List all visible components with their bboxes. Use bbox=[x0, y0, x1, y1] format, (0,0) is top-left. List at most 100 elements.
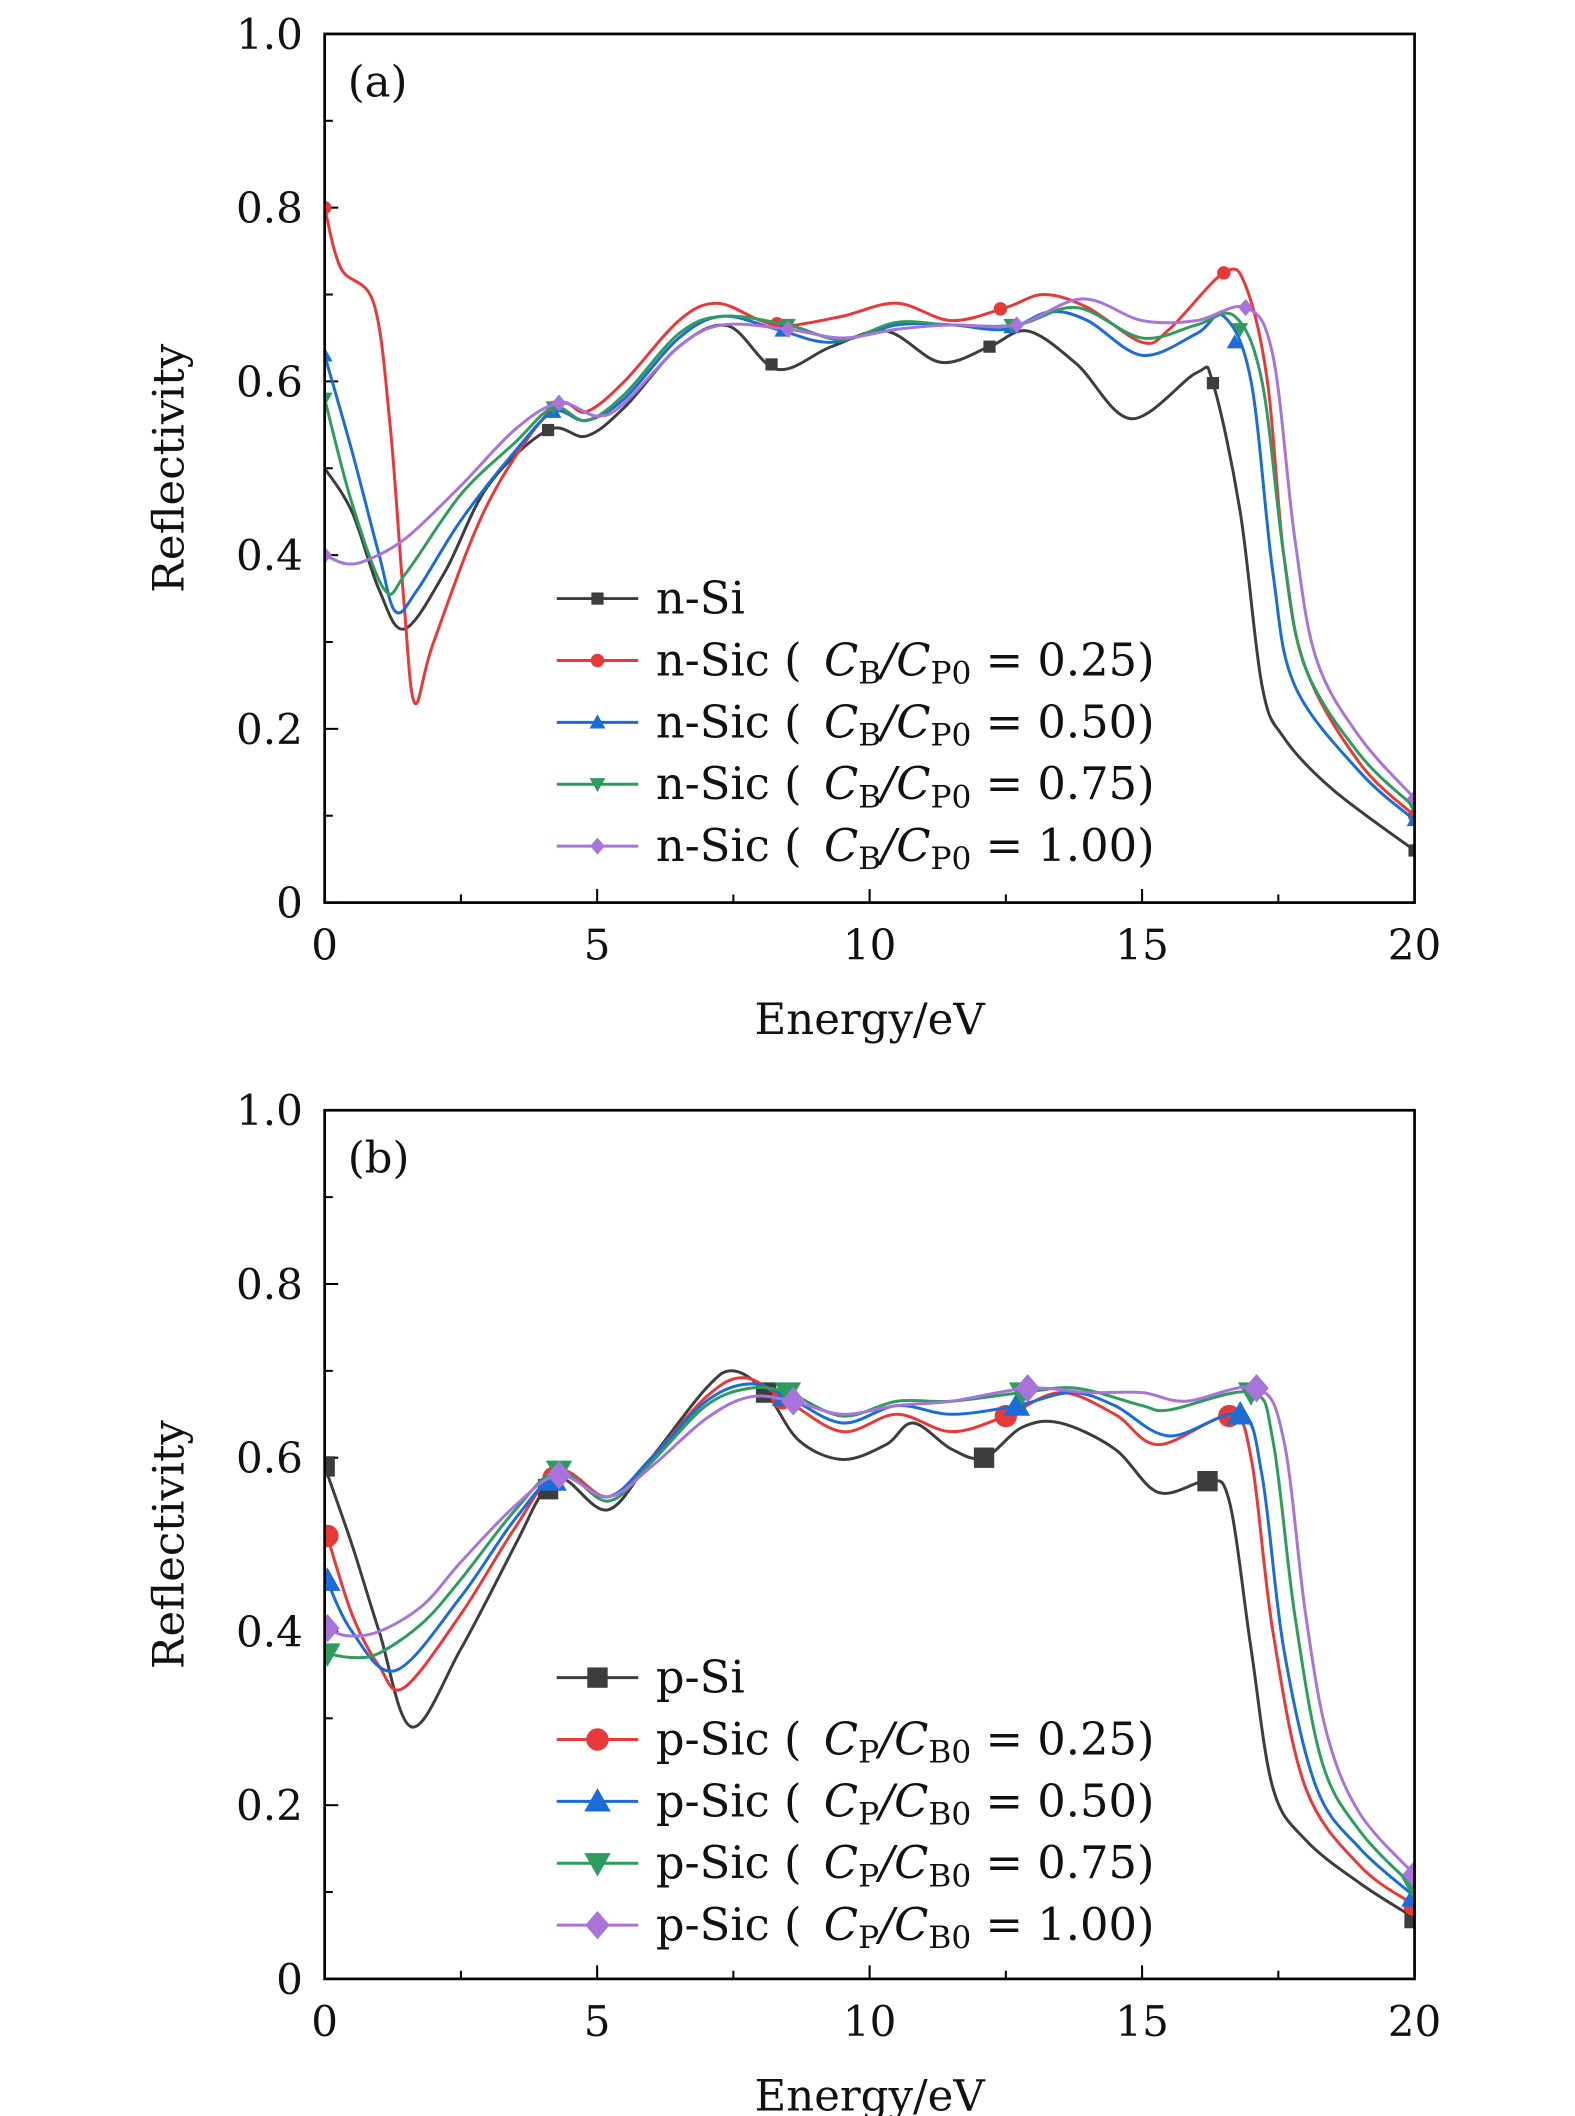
y-tick-label: 0.4 bbox=[236, 1607, 303, 1656]
legend-text-part: B0 bbox=[928, 1735, 971, 1771]
legend-marker bbox=[589, 714, 606, 729]
series-line bbox=[324, 1385, 1415, 1876]
x-tick-label: 10 bbox=[843, 1997, 897, 2046]
x-axis-label: Energy/eV bbox=[755, 995, 986, 1045]
legend-text-part: C bbox=[810, 1836, 859, 1889]
legend-text-part: P bbox=[858, 1920, 879, 1956]
legend-text-part: 0.75) bbox=[1037, 1836, 1154, 1889]
legend-text-part: 0.50) bbox=[1037, 1774, 1154, 1827]
data-point-marker bbox=[1217, 266, 1231, 280]
data-point-marker bbox=[324, 546, 332, 564]
legend-text-part: P0 bbox=[931, 779, 972, 815]
data-point-marker bbox=[973, 1447, 995, 1468]
x-tick-label: 0 bbox=[311, 1997, 338, 2046]
legend-text-part: C bbox=[810, 1712, 859, 1765]
legend-entry: p-Sic ( CP/CB0 = 0.50) bbox=[556, 1774, 1154, 1832]
data-point-marker bbox=[324, 1456, 335, 1477]
legend-text-part: /C bbox=[875, 1712, 928, 1765]
legend-text-part: B0 bbox=[928, 1858, 971, 1894]
data-point-marker bbox=[1244, 1373, 1269, 1403]
data-point-marker bbox=[1226, 1401, 1254, 1425]
data-point-marker bbox=[1009, 316, 1025, 334]
y-axis-label: Reflectivity bbox=[145, 1420, 195, 1670]
legend-label: p-Sic ( CP/CB0 = 0.25) bbox=[656, 1712, 1155, 1770]
data-point-marker bbox=[1197, 1470, 1218, 1492]
legend-text-part: C bbox=[810, 819, 859, 872]
x-tick-label: 15 bbox=[1115, 921, 1169, 970]
legend-entry: n-Sic ( CB/CP0 = 0.50) bbox=[556, 695, 1155, 753]
data-point-marker bbox=[324, 1567, 341, 1591]
series-line bbox=[324, 323, 1415, 852]
legend-text-part: p-Si bbox=[656, 1651, 745, 1704]
data-point-marker bbox=[1402, 1860, 1415, 1889]
legend-label: p-Sic ( CP/CB0 = 0.75) bbox=[656, 1836, 1155, 1894]
y-tick-label: 0.8 bbox=[236, 1260, 303, 1309]
legend-text-part: /C bbox=[875, 1836, 928, 1889]
legend-marker bbox=[589, 778, 606, 793]
legend-label: n-Sic ( CB/CP0 = 0.50) bbox=[656, 695, 1155, 753]
legend-text-part: 0.25) bbox=[1037, 633, 1154, 686]
legend-entry: p-Sic ( CP/CB0 = 0.25) bbox=[556, 1712, 1155, 1771]
legend-text-part: 1.00) bbox=[1037, 819, 1154, 872]
legend-text-part: p-Sic ( bbox=[656, 1712, 802, 1765]
series-line bbox=[324, 297, 1415, 800]
legend-label: p-Si bbox=[656, 1651, 745, 1704]
legend-text-part: /C bbox=[877, 633, 930, 686]
legend-text-part: /C bbox=[877, 757, 930, 810]
y-tick-label: 0.8 bbox=[236, 184, 303, 233]
data-point-marker bbox=[1015, 1373, 1040, 1403]
data-point-marker bbox=[1232, 323, 1249, 338]
x-tick-label: 15 bbox=[1115, 1997, 1169, 2046]
legend-text-part: p-Sic ( bbox=[656, 1836, 802, 1889]
data-point-marker bbox=[1406, 812, 1415, 827]
x-tick-label: 0 bbox=[311, 921, 338, 970]
data-point-marker bbox=[1226, 334, 1243, 349]
data-point-marker bbox=[324, 1643, 341, 1667]
legend-text-part: n-Sic ( bbox=[656, 757, 802, 810]
legend-text-part: B bbox=[858, 717, 881, 753]
legend-entry: p-Sic ( CP/CB0 = 1.00) bbox=[556, 1898, 1154, 1956]
x-axis-label: Energy/eV bbox=[755, 2072, 986, 2116]
plot-frame bbox=[323, 1108, 1416, 1981]
y-tick-label: 0.6 bbox=[236, 1434, 303, 1483]
data-point-marker bbox=[541, 423, 555, 437]
data-point-marker bbox=[324, 392, 333, 407]
legend-text-part: P0 bbox=[931, 717, 972, 753]
data-point-marker bbox=[781, 1387, 806, 1416]
data-point-marker bbox=[983, 340, 996, 353]
y-tick-label: 0.6 bbox=[236, 357, 303, 406]
legend-marker bbox=[584, 1788, 611, 1812]
legend-text-part: n-Sic ( bbox=[656, 633, 802, 686]
y-tick-label: 0.4 bbox=[236, 531, 303, 580]
series-line bbox=[324, 1385, 1415, 1889]
data-point-marker bbox=[1003, 1392, 1030, 1416]
panel-label: (b) bbox=[348, 1134, 410, 1184]
legend-text-part: C bbox=[810, 1898, 859, 1951]
y-tick-label: 0.2 bbox=[236, 1781, 303, 1830]
legend-text-part: n-Sic ( bbox=[656, 695, 802, 748]
data-point-marker bbox=[324, 1524, 339, 1548]
legend-text-part: 0.50) bbox=[1037, 695, 1154, 748]
y-tick-label: 0 bbox=[276, 1955, 303, 2004]
series-n-Sic-CB-CP0-1-00- bbox=[324, 297, 1415, 807]
legend-text-part: B bbox=[858, 656, 881, 692]
panel-label: (a) bbox=[348, 57, 408, 107]
legend-marker bbox=[590, 837, 605, 855]
data-point-marker bbox=[1238, 299, 1253, 317]
legend-text-part: P0 bbox=[931, 841, 972, 877]
series-p-Sic-CP-CB0-1-00- bbox=[324, 1373, 1415, 1889]
legend-text-part: B bbox=[858, 779, 881, 815]
legend-entry: p-Si bbox=[556, 1651, 745, 1704]
legend-marker bbox=[586, 1728, 609, 1751]
legend-marker bbox=[585, 1910, 610, 1940]
legend-text-part: P bbox=[858, 1858, 879, 1894]
legend-entry: p-Sic ( CP/CB0 = 0.75) bbox=[556, 1836, 1155, 1894]
data-point-marker bbox=[993, 302, 1008, 316]
panel-b: 0 5 10 15 20 0 0.2 0.4 0.6 0.8 1.0 Energy/eV Reflect… bbox=[145, 1086, 1442, 2116]
legend-text-part: C bbox=[810, 757, 859, 810]
legend-marker bbox=[584, 1853, 611, 1877]
legend-entry: n-Si bbox=[556, 571, 745, 624]
plot-frame bbox=[323, 32, 1416, 904]
x-tick-label: 5 bbox=[584, 921, 611, 970]
